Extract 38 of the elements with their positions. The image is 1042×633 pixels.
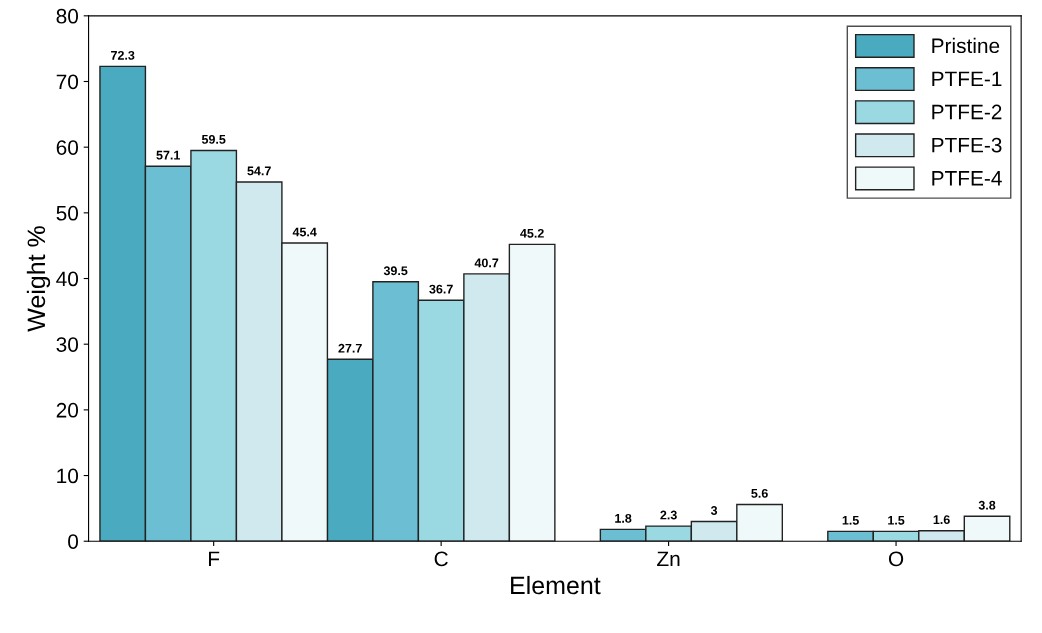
data-label: 1.5 <box>888 516 905 525</box>
data-label: 2.3 <box>660 510 677 520</box>
data-label: 59.5 <box>201 134 226 144</box>
data-label: 1.5 <box>842 516 859 525</box>
y-tick-label: 20 <box>56 402 79 418</box>
data-label: 72.3 <box>111 50 135 60</box>
legend-label: Pristine <box>932 37 1000 54</box>
data-label: 57.1 <box>156 150 180 160</box>
y-tick-label: 40 <box>56 271 79 287</box>
y-tick-label: 50 <box>56 205 79 221</box>
data-label: 40.7 <box>474 258 499 268</box>
data-label: 3.8 <box>978 500 996 510</box>
x-tick-label: F <box>209 551 220 567</box>
x-tick-label: Zn <box>657 551 680 567</box>
x-tick-label: O <box>888 551 904 567</box>
y-tick-label: 10 <box>57 468 79 484</box>
x-axis-title: Element <box>511 575 601 595</box>
data-label: 54.7 <box>247 166 271 176</box>
y-tick-label: 70 <box>56 74 79 90</box>
x-tick-label: C <box>434 551 448 567</box>
data-label: 36.7 <box>429 284 453 294</box>
legend-label: PTFE-1 <box>932 71 1002 87</box>
data-label: 1.8 <box>615 513 632 523</box>
legend-label: PTFE-3 <box>932 137 1002 153</box>
y-tick-label: 60 <box>56 140 79 155</box>
legend-label: PTFE-2 <box>932 104 1002 120</box>
y-tick-label: 0 <box>68 534 79 549</box>
legend-label: PTFE-4 <box>932 171 1002 186</box>
data-label: 45.2 <box>520 228 544 238</box>
data-label: 5.6 <box>751 488 768 498</box>
data-label: 27.7 <box>338 343 362 353</box>
data-label: 39.5 <box>383 266 408 276</box>
data-label: 45.4 <box>292 227 317 237</box>
data-label: 3 <box>710 506 718 515</box>
y-axis-title: Weight % <box>26 226 51 332</box>
data-label: 1.6 <box>933 515 950 525</box>
y-tick-label: 80 <box>56 8 79 24</box>
y-tick-label: 30 <box>56 337 79 352</box>
